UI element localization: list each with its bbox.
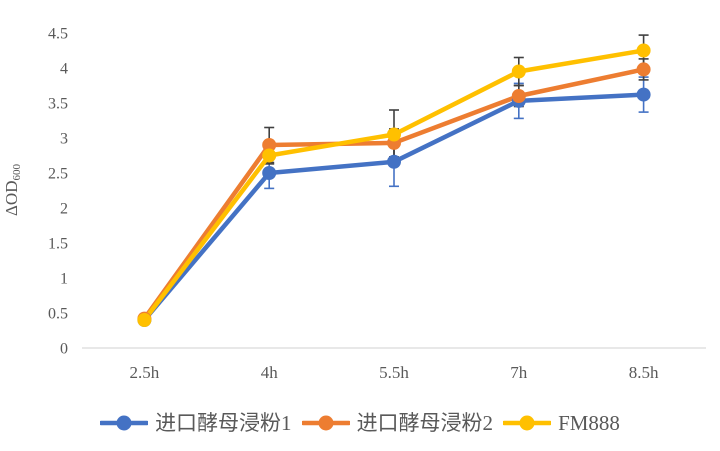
x-axis-tick-labels: 2.5h 4h 5.5h 7h 8.5h <box>130 363 659 382</box>
svg-text:5.5h: 5.5h <box>379 363 409 382</box>
legend-item-series-1: 进口酵母浸粉1 <box>100 410 292 435</box>
svg-text:8.5h: 8.5h <box>629 363 659 382</box>
series-line-2 <box>142 67 646 321</box>
legend-line-marker-icon <box>301 414 350 432</box>
legend-label: 进口酵母浸粉1 <box>155 410 292 435</box>
y-axis-title: ΔOD600 <box>2 164 23 217</box>
svg-text:4.5: 4.5 <box>48 26 68 43</box>
legend-line-marker-icon <box>100 414 149 432</box>
y-axis-tick-labels: 0 0.5 1 1.5 2 2.5 3 3.5 4 4.5 <box>48 26 68 358</box>
svg-text:1.5: 1.5 <box>48 236 68 253</box>
series-markers-3 <box>137 43 651 327</box>
legend-item-series-2: 进口酵母浸粉2 <box>301 410 494 435</box>
legend-label: 进口酵母浸粉2 <box>356 410 494 435</box>
svg-text:0.5: 0.5 <box>48 306 68 323</box>
legend-line-marker-icon <box>503 414 552 432</box>
legend-label: FM888 <box>558 410 620 435</box>
legend-item-series-3: FM888 <box>503 410 620 435</box>
svg-text:3: 3 <box>60 131 68 148</box>
svg-text:2: 2 <box>60 201 68 218</box>
series-markers-2 <box>137 62 651 326</box>
svg-text:7h: 7h <box>510 363 528 382</box>
svg-text:4: 4 <box>60 61 68 78</box>
svg-text:0: 0 <box>60 341 68 358</box>
svg-text:3.5: 3.5 <box>48 96 68 113</box>
chart-legend: 进口酵母浸粉1 进口酵母浸粉2 FM888 <box>0 402 720 444</box>
line-chart-plot-area: 0 0.5 1 1.5 2 2.5 3 3.5 4 4.5 2.5h 4h 5.5h 7h 8.5h ΔOD6… <box>2 26 706 382</box>
svg-text:2.5h: 2.5h <box>130 363 160 382</box>
svg-text:2.5: 2.5 <box>48 166 68 183</box>
svg-text:4h: 4h <box>261 363 279 382</box>
svg-text:1: 1 <box>60 271 68 288</box>
